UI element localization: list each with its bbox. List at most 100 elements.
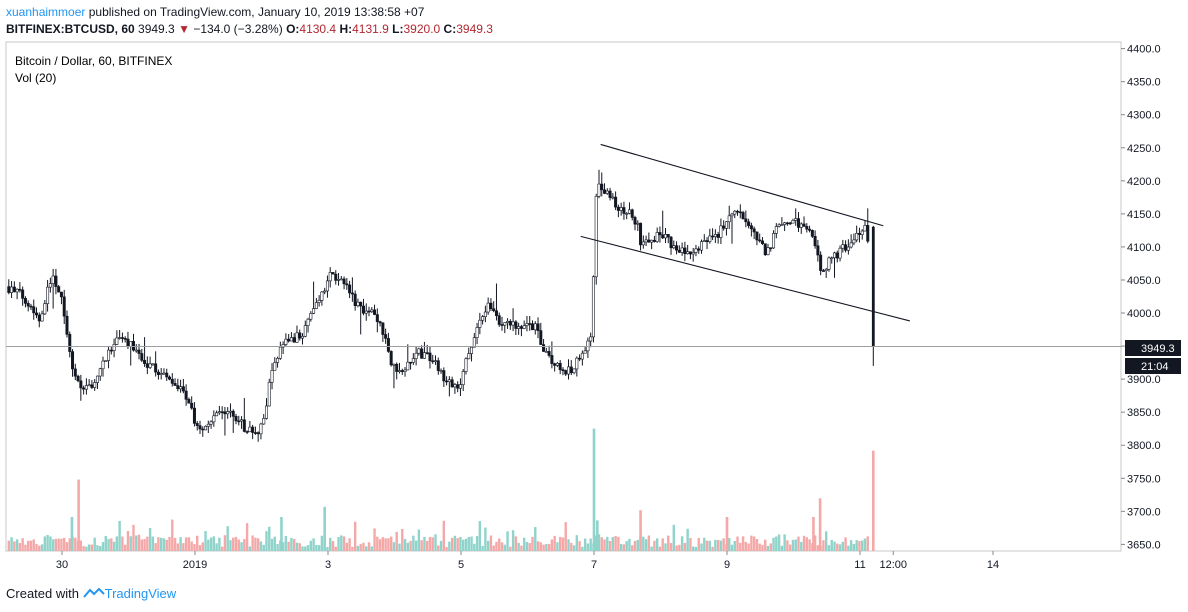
candle: [852, 233, 856, 246]
candle: [506, 318, 510, 329]
volume-bar: [619, 544, 623, 551]
volume-spike: [596, 520, 599, 551]
candle: [661, 210, 665, 240]
candle: [777, 223, 781, 228]
volume-bar: [395, 531, 398, 551]
volume-bar: [312, 538, 315, 551]
volume-bar: [644, 539, 648, 551]
candle-body: [43, 303, 47, 315]
candle-body: [320, 291, 324, 301]
candle-body: [533, 323, 537, 331]
volume-bar: [730, 544, 734, 551]
candle: [802, 216, 806, 227]
volume-bar: [121, 536, 124, 551]
candle-body: [636, 222, 640, 225]
candle-body: [691, 252, 695, 255]
candle: [652, 235, 656, 243]
candle-body: [766, 247, 770, 256]
volume-bar: [306, 545, 310, 551]
candle-body: [458, 384, 462, 389]
volume-bar: [442, 520, 446, 551]
candle: [727, 205, 731, 229]
candle: [350, 277, 354, 302]
candle-body: [663, 234, 667, 239]
volume-bar: [775, 536, 778, 551]
volume-bar: [38, 545, 41, 551]
volume-bar: [401, 528, 404, 551]
volume-bar: [196, 535, 199, 551]
candle: [23, 296, 27, 308]
price-tick-label: 4000.0: [1127, 308, 1161, 320]
candle: [234, 413, 238, 425]
volume-bar: [861, 540, 864, 551]
time-tick-label: 7: [591, 559, 597, 571]
volume-bar: [43, 536, 47, 551]
volume-bar: [603, 539, 606, 551]
candle-body: [644, 239, 648, 243]
volume-bar: [57, 538, 60, 551]
candle: [176, 378, 180, 392]
candle: [353, 290, 357, 311]
volume-bar: [633, 540, 637, 551]
candle: [619, 202, 623, 216]
candle-body: [846, 246, 850, 251]
open-label: O:: [286, 22, 300, 36]
volume-bar: [173, 537, 177, 551]
volume-bar: [107, 539, 110, 551]
volume-bar: [212, 536, 216, 551]
volume-bar: [456, 538, 459, 551]
author-link[interactable]: xuanhaimmoer: [6, 5, 86, 19]
volume-spike: [725, 517, 729, 551]
candle-body: [445, 380, 449, 383]
volume-bar: [752, 536, 756, 551]
candle: [736, 209, 740, 216]
candle: [384, 328, 388, 344]
candle: [544, 347, 548, 353]
candle: [422, 341, 426, 359]
candle: [511, 308, 515, 332]
candle-body: [652, 239, 656, 242]
candle: [580, 350, 584, 366]
volume-bar: [777, 534, 781, 551]
candle: [738, 204, 742, 219]
volume-spike: [812, 517, 815, 551]
candle-body: [411, 358, 415, 363]
volume-bar: [96, 545, 99, 551]
candle: [226, 407, 230, 419]
volume-spike: [323, 506, 326, 551]
candle-body: [278, 346, 282, 359]
time-axis[interactable]: 30 2019 3 5 7 9 11 12:00 14: [56, 551, 999, 571]
candle-body: [176, 385, 180, 390]
price-axis[interactable]: 4400.0 4350.0 4300.0 4250.0 4200.0 4150.0 4100…: [1121, 44, 1161, 552]
candle-body: [730, 213, 734, 217]
tradingview-brand[interactable]: TradingView: [104, 586, 177, 601]
candle-body: [328, 272, 332, 282]
candle: [154, 351, 158, 377]
candle: [550, 341, 554, 369]
volume-bar: [309, 540, 313, 551]
volume-bar: [409, 540, 412, 551]
volume-bar: [470, 536, 473, 551]
candle: [109, 346, 113, 355]
candle: [18, 282, 22, 293]
volume-bar: [606, 536, 609, 551]
candle-body: [65, 315, 69, 335]
candle-body: [827, 257, 831, 270]
candle-body: [849, 242, 853, 248]
candle-body: [59, 291, 63, 298]
volume-bar: [728, 538, 731, 551]
volume-bar: [29, 540, 33, 551]
candle: [21, 286, 25, 306]
volume-bar: [10, 537, 13, 551]
candle: [453, 382, 457, 394]
volume-bar: [841, 541, 845, 551]
candle: [464, 357, 468, 375]
chart-pane[interactable]: [5, 41, 1122, 552]
candle: [780, 217, 784, 226]
candle-body: [530, 323, 534, 331]
candle: [486, 297, 490, 315]
candle: [766, 243, 770, 256]
candle-body: [450, 379, 454, 388]
candle: [785, 221, 789, 226]
